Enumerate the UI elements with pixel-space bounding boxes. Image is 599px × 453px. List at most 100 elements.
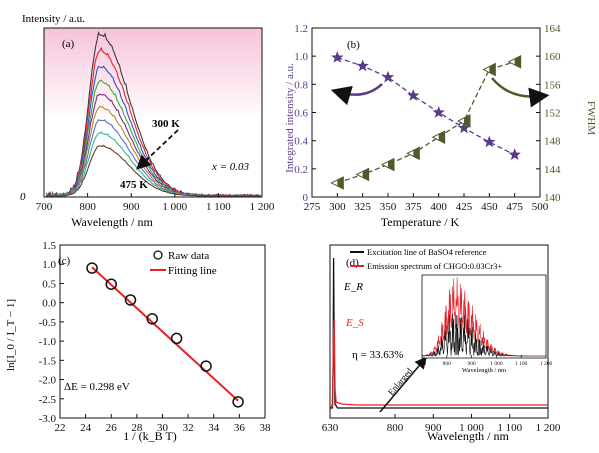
panel-c-xtick-label: 30 [157, 422, 169, 434]
panel-c-marks [86, 262, 244, 408]
panel-b-label: (b) [347, 39, 360, 51]
panel-c-ticks: 22 24 26 28 30 32 34 36 38 -3.0 -2.5 -2.0 -1.5 -1.0 -0… [39, 240, 271, 434]
inset-excitation [422, 313, 546, 357]
panel-a-x-ticks: 700 800 900 1 000 1 100 1 200 [36, 193, 275, 213]
panel-c-ytick-label: -1.0 [39, 336, 57, 348]
panel-d-ticks: 630 800 900 1 000 1 100 1 200 [322, 414, 561, 434]
enlarged-arrow [379, 356, 427, 413]
panel-d-xtick-label: 1 200 [536, 422, 561, 434]
legend-fitting-line: Fitting line [168, 265, 217, 277]
panel-c-ytick-label: -1.5 [39, 355, 57, 367]
intensity-star-8 [508, 148, 521, 160]
panel-c-ytick-label: 0.0 [42, 298, 56, 310]
panel-d-xtick-label: 1 100 [497, 422, 522, 434]
panel-b-ylabel-left: Integrated intensity / a.u. [284, 63, 296, 173]
panel-b-ytick-right-label: 148 [544, 136, 561, 148]
raw-data-point-1 [86, 262, 98, 274]
raw-data-point-2 [105, 278, 117, 290]
eta-label: η = 33.63% [352, 349, 403, 361]
panel-c-ylabel: ln[I_0 / I_T − 1] [5, 299, 17, 371]
panel-b-ylabel-right: FWHM [585, 101, 597, 135]
legend-excitation: Excitation line of BaSO4 reference [367, 247, 487, 257]
legend-raw-marker [153, 250, 163, 260]
panel-a-curves [45, 30, 262, 197]
fwhm-triangle-5 [431, 130, 446, 144]
panel-a-label: (a) [62, 38, 75, 50]
panel-b-ytick-right-label: 140 [544, 192, 561, 204]
panel-d-xlabel: Wavelength / nm [427, 429, 509, 443]
fwhm-triangle-fill [388, 158, 394, 171]
enlarged-label: Enlarged [386, 366, 415, 398]
fwhm-line [337, 61, 515, 184]
composition-label: x = 0.03 [211, 161, 250, 173]
spectrum-curve-9 [46, 144, 261, 197]
panel-a-xtick-label: 1 100 [206, 201, 231, 213]
inset-xlabel: Wavelength / nm [462, 367, 506, 374]
label-300k: 300 K [152, 118, 180, 130]
panel-b-xlabel: Temperature / K [381, 215, 460, 229]
fwhm-triangle-3 [380, 157, 395, 172]
inset-curves [422, 276, 546, 357]
panel-c: 22 24 26 28 30 32 34 36 38 -3.0 -2.5 -2.0 -1.5 -1.0 -0… [5, 240, 271, 443]
raw-data-point-6 [200, 360, 212, 372]
intensity-star-4 [407, 89, 420, 101]
fwhm-triangle-4 [406, 146, 420, 161]
fwhm-triangle-fill [514, 55, 521, 68]
intensity-star-5 [432, 106, 445, 118]
panel-c-ytick-label: -0.5 [39, 317, 57, 329]
panel-c-ytick-label: 1.5 [42, 240, 56, 252]
panel-b-xtick-label: 350 [380, 201, 397, 213]
fwhm-triangle-fill [337, 176, 344, 189]
raw-data-point-7 [232, 396, 244, 408]
delta-e-label: ΔE = 0.298 eV [64, 381, 130, 393]
panel-d-xtick-label: 800 [387, 422, 404, 434]
panel-a-xtick-label: 800 [79, 201, 96, 213]
raw-data-point-5 [170, 332, 183, 345]
panel-c-xtick-label: 22 [55, 422, 66, 434]
intensity-star-6 [457, 121, 471, 134]
panel-c-ytick-label: -2.0 [39, 375, 57, 387]
panel-b-marks [330, 51, 522, 190]
inset-ticks: 700 800 900 1 000 1 100 1 200 [418, 355, 553, 367]
panel-c-label: (c) [58, 255, 71, 267]
panel-a-xtick-label: 700 [36, 201, 53, 213]
inset-xtick-label: 1 100 [515, 361, 528, 367]
panel-c-xtick-label: 24 [80, 422, 92, 434]
panel-b-ytick-left-label: 0.8 [294, 79, 308, 91]
panel-b-ytick-left-label: 1.2 [294, 23, 308, 35]
fwhm-triangle-fill [464, 114, 470, 127]
legend-raw-data: Raw data [168, 250, 209, 262]
intensity-line [337, 56, 515, 156]
inset-frame [421, 274, 547, 359]
panel-c-xtick-label: 32 [183, 422, 194, 434]
panel-c-ytick-label: 0.5 [42, 278, 56, 290]
fwhm-triangle-fill [413, 147, 420, 160]
panel-c-ytick-label: 1.0 [42, 259, 56, 271]
panel-a-background [44, 28, 262, 121]
panel-b-xtick-label: 500 [532, 201, 549, 213]
panel-d-inset: 700 800 900 1 000 1 100 1 200 Wavelength / nm [418, 274, 553, 374]
label-er: E_R [343, 281, 363, 293]
fwhm-triangle-8 [507, 54, 522, 69]
temperature-arrow [136, 129, 179, 170]
fwhm-triangle-6 [456, 114, 471, 128]
panel-a-xtick-label: 1 200 [250, 201, 275, 213]
panel-b-xtick-label: 400 [430, 201, 447, 213]
panel-c-xtick-label: 28 [131, 422, 143, 434]
panel-a: 700 800 900 1 000 1 100 1 200 Intensity / a.u… [20, 13, 275, 229]
inset-xtick-label: 1 000 [490, 361, 503, 367]
intensity-star-7 [483, 135, 496, 148]
panel-c-xtick-label: 26 [106, 422, 118, 434]
inset-xtick-label: 1 200 [540, 361, 553, 367]
intensity-star-2 [356, 59, 369, 72]
panel-c-xtick-label: 36 [234, 422, 246, 434]
panel-a-ylabel: Intensity / a.u. [22, 13, 85, 25]
panel-b-xtick-label: 425 [456, 201, 473, 213]
label-475k: 475 K [120, 179, 148, 191]
panel-b-ytick-right-label: 144 [544, 164, 561, 176]
inset-xtick-label: 900 [467, 361, 476, 367]
panel-b-ytick-right-label: 160 [544, 51, 561, 63]
panel-b-xtick-label: 325 [354, 201, 371, 213]
panel-b-ytick-left-label: 0.6 [294, 108, 308, 120]
fwhm-triangle-fill [489, 63, 496, 76]
